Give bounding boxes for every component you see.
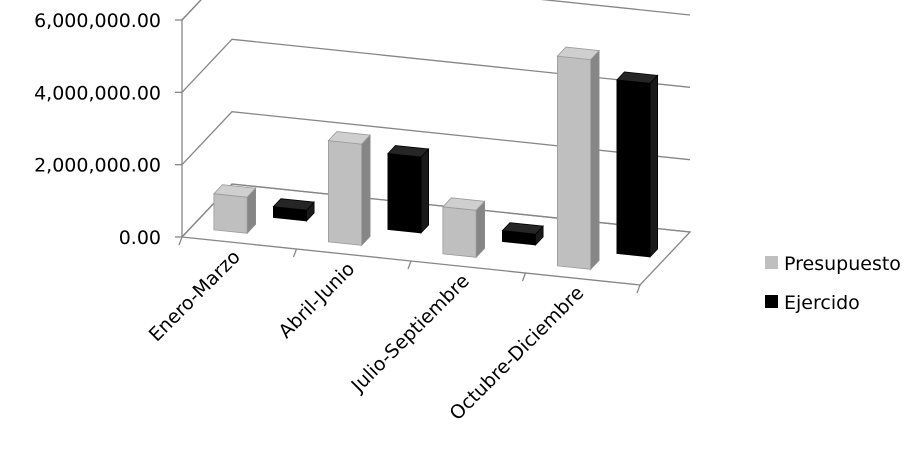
x-axis-tick	[178, 236, 183, 246]
bar-top-face	[616, 71, 659, 84]
bar-front-face	[616, 79, 651, 258]
legend-label-presupuesto: Presupuesto	[784, 253, 901, 275]
bar-side-face	[420, 147, 430, 234]
bar-ejercido-octubre-diciembre	[616, 71, 659, 258]
bar-top-face	[213, 184, 257, 198]
y-axis-tick-labels: 0.00 2,000,000.00 4,000,000.00 6,000,000.00	[34, 10, 161, 249]
bar-ejercido-abril-junio	[387, 145, 430, 234]
bar-ejercido-julio-septiembre	[501, 222, 544, 246]
bar-front-face	[213, 193, 248, 234]
y-axis-tick-label: 6,000,000.00	[34, 10, 161, 32]
x-axis-category-label: Enero-Marzo	[145, 246, 245, 346]
bar-side-face	[475, 200, 486, 259]
bar-ejercido-enero-marzo	[272, 198, 315, 222]
gridline	[181, 111, 691, 166]
x-axis-tick	[521, 272, 527, 282]
y-axis-tick-label: 2,000,000.00	[34, 155, 161, 177]
gridline	[181, 183, 691, 238]
bar-side-face	[361, 134, 371, 247]
gridline	[181, 0, 691, 21]
bar-top-face	[387, 145, 430, 158]
bar-top-face	[327, 131, 371, 145]
bar-front-face	[387, 153, 422, 234]
gridline	[181, 38, 691, 93]
y-axis-tick-label: 4,000,000.00	[34, 82, 161, 104]
bars	[213, 46, 659, 271]
bar-top-face	[556, 46, 600, 61]
bar-top-face	[501, 222, 544, 235]
bar-side-face	[590, 49, 600, 271]
x-axis-tick	[636, 284, 641, 294]
bar-presupuesto-octubre-diciembre	[556, 46, 600, 271]
bar-presupuesto-enero-marzo	[213, 184, 257, 235]
bar-side-face	[649, 74, 658, 258]
x-axis-tick	[407, 260, 412, 270]
legend-label-ejercido: Ejercido	[784, 292, 860, 314]
bar-front-face	[442, 206, 477, 258]
bar-front-face	[557, 55, 591, 270]
x-axis-category-label: Octubre-Diciembre	[446, 282, 589, 425]
floor-plane	[180, 183, 692, 286]
x-axis-category-label: Julio-Septiembre	[347, 270, 474, 397]
bar-top-face	[272, 198, 315, 211]
legend-swatch-presupuesto	[765, 256, 778, 269]
legend-swatch-ejercido	[765, 295, 778, 308]
bar-presupuesto-julio-septiembre	[442, 197, 486, 259]
bar-presupuesto-abril-junio	[327, 131, 371, 247]
x-axis-category-label: Abril-Junio	[274, 258, 359, 343]
y-axis-tick-label: 0.00	[119, 227, 161, 249]
legend: Presupuesto Ejercido	[765, 253, 901, 314]
bar-front-face	[327, 140, 363, 246]
wall-top-edge	[181, 0, 202, 21]
x-axis-tick	[292, 248, 298, 258]
bar-top-face	[442, 197, 486, 211]
